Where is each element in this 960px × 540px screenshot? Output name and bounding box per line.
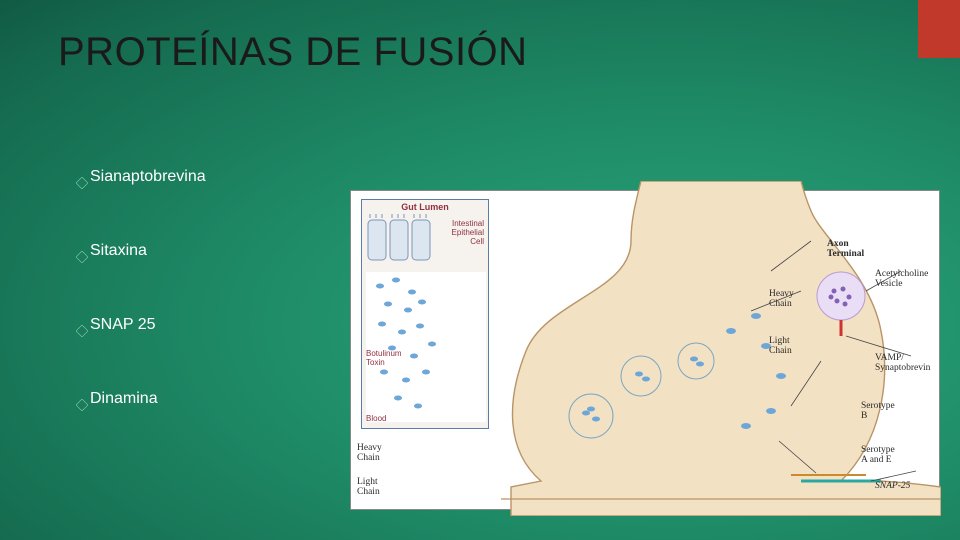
list-item-label: SNAP 25: [90, 316, 156, 334]
acetyl-label: AcetylcholineVesicle: [875, 269, 928, 290]
light-chain-label: LightChain: [769, 336, 792, 357]
list-item: Dinamina: [76, 390, 376, 408]
epithelial-label: IntestinalEpithelialCell: [452, 220, 484, 246]
toxin-label: BotulinumToxin: [366, 350, 402, 368]
list-item-label: Sitaxina: [90, 242, 147, 260]
accent-bar: [918, 0, 960, 58]
light-chain-label-2: LightChain: [357, 477, 380, 498]
list-item: Sitaxina: [76, 242, 376, 260]
blood-label: Blood: [366, 415, 386, 424]
gut-title: Gut Lumen: [362, 200, 488, 213]
serotype-b-label: SerotypeB: [861, 401, 895, 422]
heavy-chain-label: HeavyChain: [769, 289, 794, 310]
serotype-ae-label: SerotypeA and E: [861, 445, 895, 466]
vamp-label: VAMP/Synaptobrevin: [875, 353, 930, 374]
heavy-chain-label-2: HeavyChain: [357, 443, 382, 464]
bullet-list: Sianaptobrevina Sitaxina SNAP 25 Dinamin…: [76, 168, 376, 464]
list-item-label: Dinamina: [90, 390, 158, 408]
list-item-label: Sianaptobrevina: [90, 168, 206, 186]
page-title: PROTEÍNAS DE FUSIÓN: [58, 30, 528, 75]
botulinum-diagram: Gut Lumen: [350, 190, 940, 510]
list-item: SNAP 25: [76, 316, 376, 334]
gut-lumen-panel: Gut Lumen: [361, 199, 489, 429]
list-item: Sianaptobrevina: [76, 168, 376, 186]
axon-terminal-label: AxonTerminal: [827, 239, 864, 260]
snap25-label: SNAP-25: [875, 481, 910, 491]
